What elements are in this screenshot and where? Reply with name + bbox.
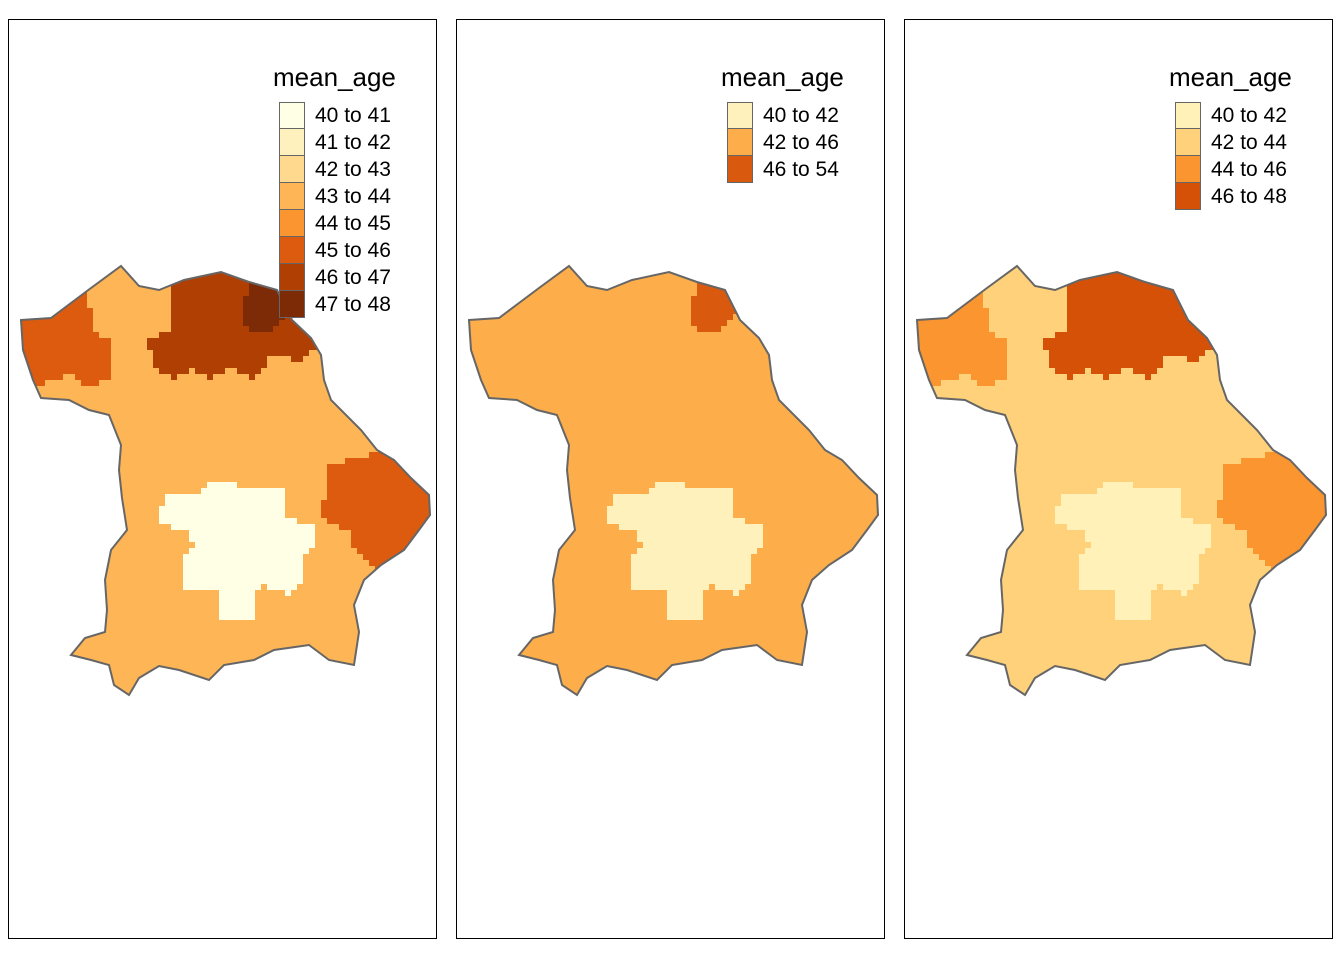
legend-label: 44 to 46 <box>1211 157 1287 181</box>
legend-label: 41 to 42 <box>315 130 391 154</box>
legend-swatch <box>727 102 753 129</box>
legend-label: 47 to 48 <box>315 292 391 316</box>
legend-label: 43 to 44 <box>315 184 391 208</box>
legend-item: 40 to 42 <box>719 102 844 129</box>
legend: mean_age 40 to 41 41 to 42 42 to 43 43 to 4… <box>271 64 396 318</box>
choropleth-map <box>915 264 1328 697</box>
legend-label: 40 to 41 <box>315 103 391 127</box>
legend-item: 40 to 41 <box>271 102 396 129</box>
legend-label: 40 to 42 <box>1211 103 1287 127</box>
legend-title: mean_age <box>1169 62 1292 92</box>
legend-swatch <box>727 129 753 156</box>
legend-swatch <box>279 129 305 156</box>
legend-item: 42 to 46 <box>719 129 844 156</box>
state-outline <box>19 264 432 697</box>
legend-label: 44 to 45 <box>315 211 391 235</box>
choropleth-map <box>467 264 880 697</box>
legend-item: 41 to 42 <box>271 129 396 156</box>
legend-item: 46 to 47 <box>271 264 396 291</box>
legend-swatch <box>279 102 305 129</box>
legend-swatch <box>279 183 305 210</box>
legend-label: 45 to 46 <box>315 238 391 262</box>
legend-swatch <box>1175 102 1201 129</box>
legend-item: 47 to 48 <box>271 291 396 318</box>
legend-label: 46 to 54 <box>763 157 839 181</box>
legend-item: 46 to 48 <box>1167 183 1292 210</box>
legend-label: 42 to 46 <box>763 130 839 154</box>
legend-item: 44 to 46 <box>1167 156 1292 183</box>
legend-swatch <box>727 156 753 183</box>
legend-swatch <box>279 210 305 237</box>
legend-label: 42 to 44 <box>1211 130 1287 154</box>
state-outline <box>467 264 880 697</box>
legend-title: mean_age <box>273 62 396 92</box>
legend-label: 46 to 48 <box>1211 184 1287 208</box>
legend-swatch <box>279 264 305 291</box>
legend-items: 40 to 42 42 to 44 44 to 46 46 to 48 <box>1167 102 1292 210</box>
legend-items: 40 to 42 42 to 46 46 to 54 <box>719 102 844 183</box>
legend-item: 42 to 44 <box>1167 129 1292 156</box>
legend-item: 40 to 42 <box>1167 102 1292 129</box>
legend: mean_age 40 to 42 42 to 44 44 to 46 46 to 4… <box>1167 64 1292 210</box>
legend-swatch <box>1175 156 1201 183</box>
legend-item: 42 to 43 <box>271 156 396 183</box>
legend: mean_age 40 to 42 42 to 46 46 to 54 <box>719 64 844 183</box>
legend-label: 42 to 43 <box>315 157 391 181</box>
legend-swatch <box>1175 183 1201 210</box>
state-outline <box>915 264 1328 697</box>
map-panel-1: mean_age 40 to 41 41 to 42 42 to 43 43 to 4… <box>8 19 437 939</box>
legend-swatch <box>279 156 305 183</box>
legend-swatch <box>1175 129 1201 156</box>
legend-item: 45 to 46 <box>271 237 396 264</box>
choropleth-map <box>19 264 432 697</box>
legend-item: 43 to 44 <box>271 183 396 210</box>
legend-title: mean_age <box>721 62 844 92</box>
map-panel-2: mean_age 40 to 42 42 to 46 46 to 54 <box>456 19 885 939</box>
legend-items: 40 to 41 41 to 42 42 to 43 43 to 44 44 to 45… <box>271 102 396 318</box>
legend-item: 46 to 54 <box>719 156 844 183</box>
map-panel-3: mean_age 40 to 42 42 to 44 44 to 46 46 to 4… <box>904 19 1333 939</box>
legend-swatch <box>279 237 305 264</box>
legend-label: 46 to 47 <box>315 265 391 289</box>
legend-swatch <box>279 291 305 318</box>
legend-label: 40 to 42 <box>763 103 839 127</box>
legend-item: 44 to 45 <box>271 210 396 237</box>
